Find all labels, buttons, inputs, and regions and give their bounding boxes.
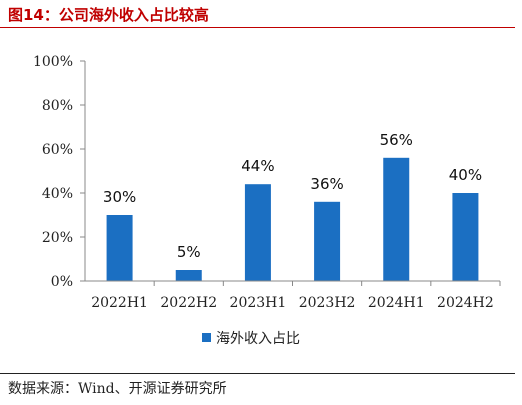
y-tick-label: 40% [42, 186, 73, 202]
y-tick-label: 0% [51, 274, 73, 290]
legend-label: 海外收入占比 [216, 331, 300, 347]
bar-2022H2 [175, 270, 202, 281]
x-tick-label: 2024H2 [437, 295, 494, 311]
bars-group: 30% 5% 44% 36% 56% 40% [103, 131, 482, 281]
data-label-2024H2: 40% [449, 166, 482, 184]
bar-2022H1 [106, 215, 133, 281]
bar-2024H2 [452, 193, 479, 281]
title-rule [0, 27, 515, 28]
y-tick-label: 80% [42, 98, 73, 114]
data-label-2022H2: 5% [177, 243, 201, 261]
x-axis: 2022H1 2022H2 2023H1 2023H2 2024H1 2024H2 [85, 280, 501, 311]
legend-swatch [202, 333, 211, 342]
x-tick-label: 2022H2 [160, 295, 217, 311]
source-rule [0, 373, 515, 374]
data-label-2022H1: 30% [103, 188, 136, 206]
figure-title: 图14：公司海外收入占比较高 [8, 6, 209, 24]
x-tick-label: 2022H1 [91, 295, 148, 311]
legend: 海外收入占比 [202, 331, 300, 347]
x-tick-label: 2023H1 [230, 295, 287, 311]
source-note: 数据来源：Wind、开源证券研究所 [8, 381, 227, 397]
y-tick-label: 100% [33, 54, 73, 70]
data-label-2024H1: 56% [380, 131, 413, 149]
bar-2024H1 [383, 157, 410, 281]
data-label-2023H2: 36% [310, 175, 343, 193]
bar-chart: 0% 20% 40% 60% 80% 100% 30% 5% 44% 36% 56% 40% 202… [33, 54, 501, 347]
bar-2023H2 [314, 201, 341, 281]
x-tick-label: 2024H1 [368, 295, 425, 311]
y-tick-label: 60% [42, 142, 73, 158]
y-tick-label: 20% [42, 230, 73, 246]
data-label-2023H1: 44% [241, 157, 274, 175]
x-tick-label: 2023H2 [299, 295, 356, 311]
y-axis: 0% 20% 40% 60% 80% 100% [33, 54, 86, 290]
bar-2023H1 [244, 184, 271, 281]
